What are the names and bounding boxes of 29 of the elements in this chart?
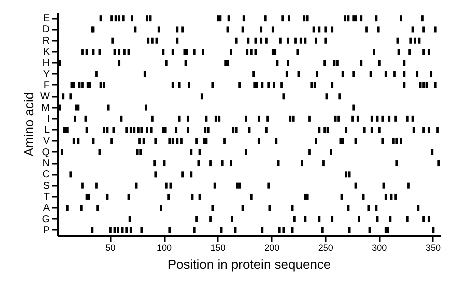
x-axis-title: Position in protein sequence [168, 257, 332, 272]
y-axis-title: Amino acid [22, 92, 37, 157]
x-tick-label: 300 [372, 243, 388, 253]
y-tick-label: P [43, 225, 50, 236]
y-tick-label: K [43, 47, 50, 58]
y-tick-label: E [43, 14, 50, 25]
y-tick-label: V [43, 136, 50, 148]
y-tick-label: I [47, 114, 50, 125]
y-tick-label: G [42, 214, 50, 226]
y-tick-label: N [42, 158, 50, 170]
y-tick-label: R [42, 36, 50, 47]
y-tick-label: H [42, 58, 50, 70]
x-tick-label: 200 [264, 243, 280, 253]
y-tick-label: D [42, 24, 50, 36]
y-tick-label: S [43, 180, 50, 192]
y-tick-label: Q [42, 147, 50, 158]
y-tick-label: L [44, 125, 50, 136]
y-tick-label: Y [43, 69, 50, 80]
y-tick-label: W [40, 92, 51, 103]
y-tick-label: T [44, 192, 50, 203]
y-tick-label: A [43, 203, 50, 214]
x-tick-label: 150 [210, 243, 226, 253]
x-tick-label: 250 [318, 243, 334, 253]
x-tick-label: 100 [156, 243, 172, 253]
y-tick-label: M [42, 102, 50, 114]
y-tick-label: F [44, 80, 50, 92]
y-tick-label: C [42, 170, 50, 181]
x-tick-label: 350 [426, 243, 441, 253]
x-tick-label: 50 [106, 243, 116, 253]
